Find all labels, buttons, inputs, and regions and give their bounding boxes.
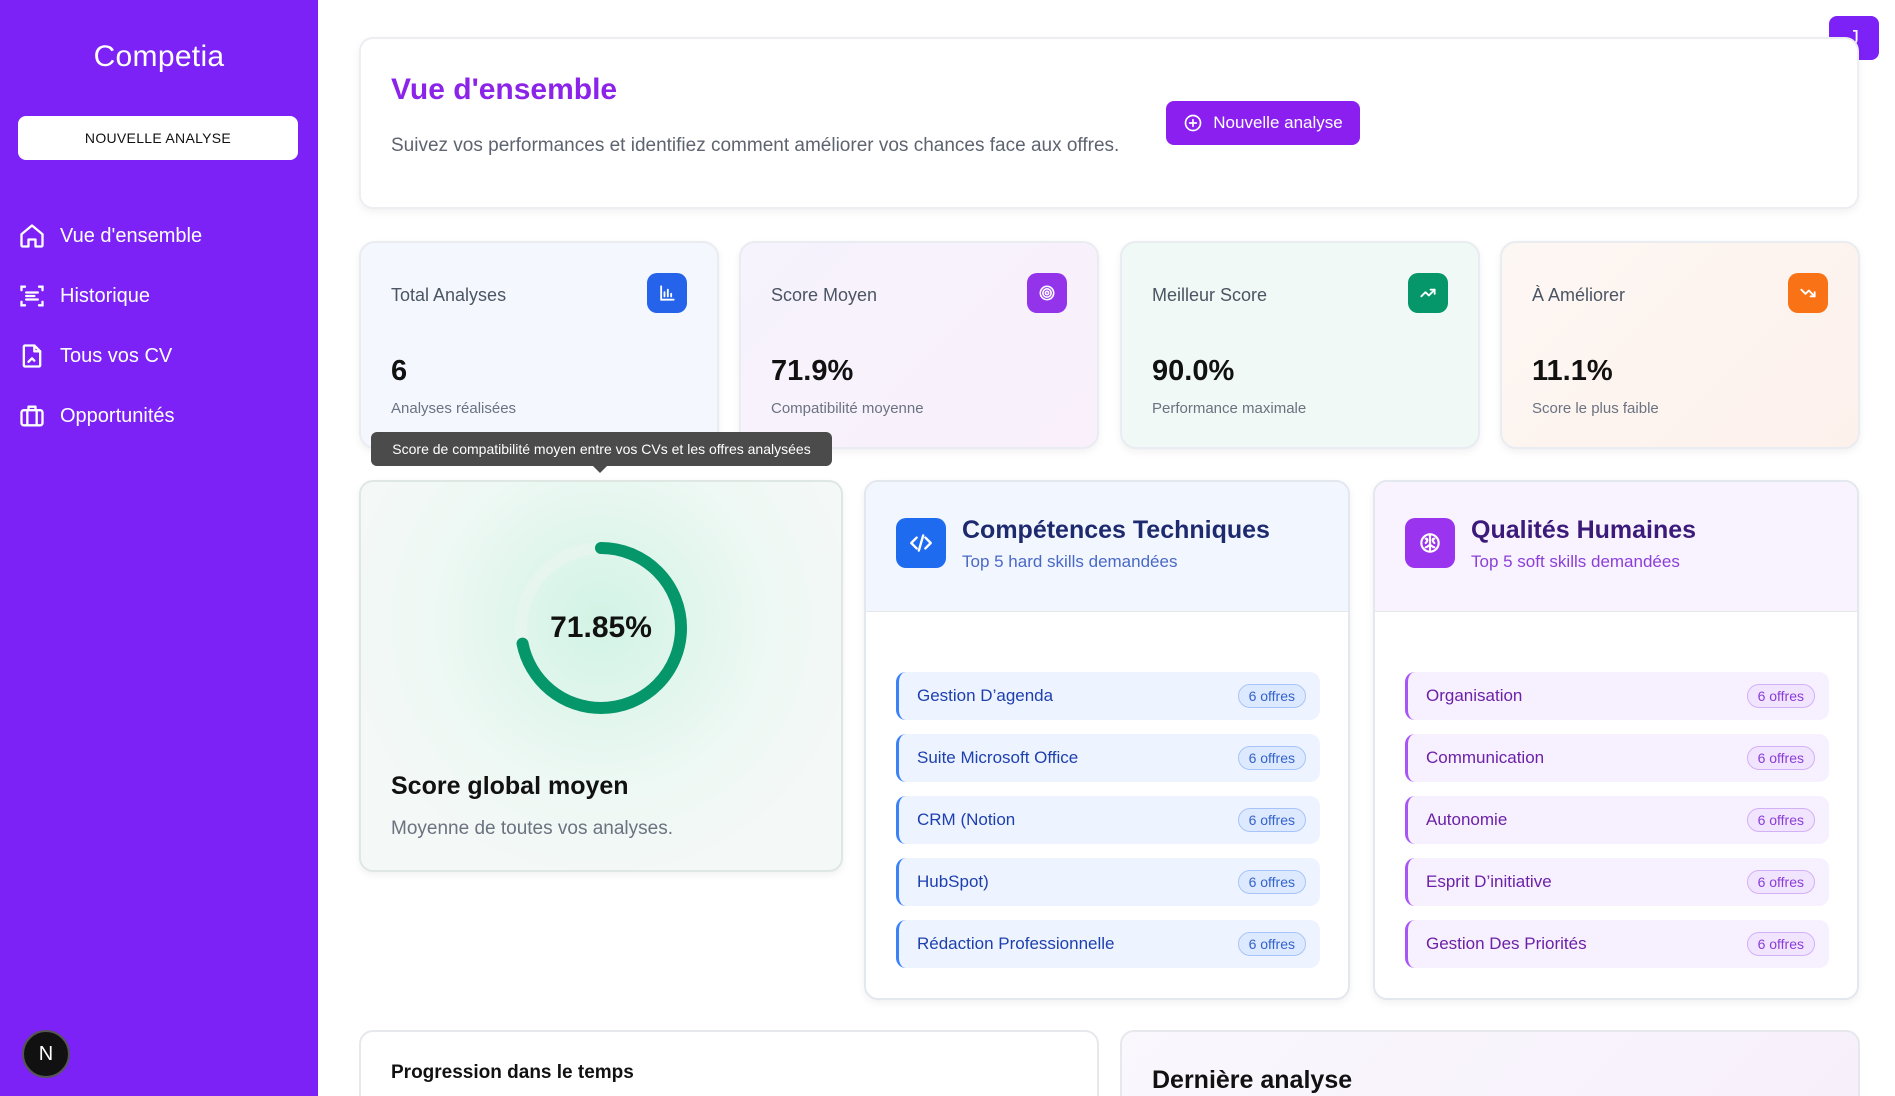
last-analysis-title: Dernière analyse xyxy=(1152,1066,1353,1094)
stat-caption: Analyses réalisées xyxy=(391,400,517,417)
stat-label: À Améliorer xyxy=(1532,285,1626,305)
global-score-card: 71.85% Score global moyen Moyenne de tou… xyxy=(359,480,843,872)
skill-count-badge: 6 offres xyxy=(1237,684,1306,708)
score-ring-arc xyxy=(515,542,687,714)
skill-label: Rédaction Professionnelle xyxy=(917,934,1115,953)
stat-label: Total Analyses xyxy=(391,285,507,305)
list-item: Communication 6 offres xyxy=(1405,734,1829,782)
new-analysis-button[interactable]: Nouvelle analyse xyxy=(1166,101,1360,145)
home-icon xyxy=(20,224,44,248)
soft-skills-subtitle: Top 5 soft skills demandées xyxy=(1471,552,1680,571)
soft-skills-list: Organisation 6 offres Communication 6 offr… xyxy=(1405,672,1829,982)
sidebar-item-history[interactable]: Historique xyxy=(18,266,308,326)
list-item: Esprit D’initiative 6 offres xyxy=(1405,858,1829,906)
tech-skills-list: Gestion D’agenda 6 offres Suite Microsoft… xyxy=(896,672,1320,982)
sidebar-item-overview[interactable]: Vue d'ensemble xyxy=(18,206,308,266)
list-item: Autonomie 6 offres xyxy=(1405,796,1829,844)
skill-count-badge: 6 offres xyxy=(1746,684,1815,708)
soft-skills-header: Qualités Humaines Top 5 soft skills dema… xyxy=(1375,482,1857,612)
list-item: Organisation 6 offres xyxy=(1405,672,1829,720)
stat-card-improve: À Améliorer 11.1% Score le plus faible xyxy=(1500,241,1860,449)
skill-label: Gestion D’agenda xyxy=(917,686,1054,705)
list-item: CRM (Notion 6 offres xyxy=(896,796,1320,844)
list-item: Suite Microsoft Office 6 offres xyxy=(896,734,1320,782)
stat-value: 90.0% xyxy=(1152,355,1235,387)
skill-count-badge: 6 offres xyxy=(1746,932,1815,956)
score-ring xyxy=(515,542,687,714)
skill-label: Autonomie xyxy=(1426,810,1508,829)
progress-card: Progression dans le temps xyxy=(359,1030,1099,1096)
list-item: Rédaction Professionnelle 6 offres xyxy=(896,920,1320,968)
score-title: Score global moyen xyxy=(391,772,629,800)
soft-skills-title: Qualités Humaines xyxy=(1471,516,1697,544)
stat-card-average: Score Moyen 71.9% Compatibilité moyenne xyxy=(739,241,1099,449)
skill-label: Gestion Des Priorités xyxy=(1426,934,1587,953)
stat-caption: Score le plus faible xyxy=(1532,400,1659,417)
skill-label: Esprit D’initiative xyxy=(1426,872,1552,891)
list-item: Gestion Des Priorités 6 offres xyxy=(1405,920,1829,968)
page-subtitle: Suivez vos performances et identifiez co… xyxy=(391,135,1120,156)
score-value: 71.85% xyxy=(550,611,652,644)
skill-count-badge: 6 offres xyxy=(1237,932,1306,956)
skill-count-badge: 6 offres xyxy=(1237,808,1306,832)
score-subtitle: Moyenne de toutes vos analyses. xyxy=(391,818,674,839)
trending-down-icon xyxy=(1788,273,1828,313)
history-icon xyxy=(20,285,44,307)
trending-up-icon xyxy=(1408,273,1448,313)
skill-count-badge: 6 offres xyxy=(1746,808,1815,832)
skill-label: HubSpot) xyxy=(917,872,989,891)
code-icon xyxy=(896,518,946,568)
tech-skills-title: Compétences Techniques xyxy=(962,516,1270,544)
dev-tools-badge[interactable]: N xyxy=(22,1030,70,1078)
skill-count-badge: 6 offres xyxy=(1237,870,1306,894)
skill-count-badge: 6 offres xyxy=(1237,746,1306,770)
brand-logo: Competia xyxy=(93,40,225,73)
brain-icon xyxy=(1405,518,1455,568)
stat-card-best: Meilleur Score 90.0% Performance maximal… xyxy=(1120,241,1480,449)
page-title: Vue d'ensemble xyxy=(391,73,618,106)
stat-value: 6 xyxy=(391,355,408,387)
last-analysis-card: Dernière analyse xyxy=(1120,1030,1860,1096)
sidebar-item-opportunities[interactable]: Opportunités xyxy=(18,386,308,446)
new-analysis-button-label: Nouvelle analyse xyxy=(1213,113,1343,132)
progress-title: Progression dans le temps xyxy=(391,1062,634,1083)
list-item: Gestion D’agenda 6 offres xyxy=(896,672,1320,720)
tech-skills-header: Compétences Techniques Top 5 hard skills… xyxy=(866,482,1348,612)
sidebar-new-analysis-button[interactable]: NOUVELLE ANALYSE xyxy=(18,116,298,160)
sidebar: Competia NOUVELLE ANALYSE Vue d'ensemble… xyxy=(0,0,318,1096)
plus-circle-icon xyxy=(1184,114,1202,132)
skill-label: CRM (Notion xyxy=(917,810,1016,829)
skill-label: Suite Microsoft Office xyxy=(917,748,1079,767)
sidebar-item-label: Historique xyxy=(60,284,151,307)
overview-header-card: Vue d'ensemble Suivez vos performances e… xyxy=(359,37,1859,209)
stat-value: 11.1% xyxy=(1532,355,1613,387)
list-item: HubSpot) 6 offres xyxy=(896,858,1320,906)
soft-skills-card: Qualités Humaines Top 5 soft skills dema… xyxy=(1373,480,1859,1000)
tech-skills-subtitle: Top 5 hard skills demandées xyxy=(962,552,1178,571)
stat-label: Meilleur Score xyxy=(1152,285,1268,305)
skill-count-badge: 6 offres xyxy=(1746,746,1815,770)
sidebar-item-cv[interactable]: Tous vos CV xyxy=(18,326,308,386)
sidebar-item-label: Opportunités xyxy=(60,404,175,427)
skill-label: Communication xyxy=(1426,748,1545,767)
score-tooltip: Score de compatibilité moyen entre vos C… xyxy=(371,432,832,473)
briefcase-icon xyxy=(20,405,44,427)
stat-card-total: Total Analyses 6 Analyses réalisées xyxy=(359,241,719,449)
stat-caption: Performance maximale xyxy=(1152,400,1307,417)
sidebar-nav: Vue d'ensemble Historique Tous vos CV Op… xyxy=(18,206,308,446)
target-icon xyxy=(1027,273,1067,313)
sidebar-item-label: Tous vos CV xyxy=(60,344,173,367)
skill-count-badge: 6 offres xyxy=(1746,870,1815,894)
sidebar-item-label: Vue d'ensemble xyxy=(60,224,203,247)
skill-label: Organisation xyxy=(1426,686,1523,705)
stat-caption: Compatibilité moyenne xyxy=(771,400,924,417)
file-icon xyxy=(22,344,42,368)
bar-chart-icon xyxy=(647,273,687,313)
tech-skills-card: Compétences Techniques Top 5 hard skills… xyxy=(864,480,1350,1000)
stat-label: Score Moyen xyxy=(771,285,878,305)
stat-value: 71.9% xyxy=(771,355,854,387)
